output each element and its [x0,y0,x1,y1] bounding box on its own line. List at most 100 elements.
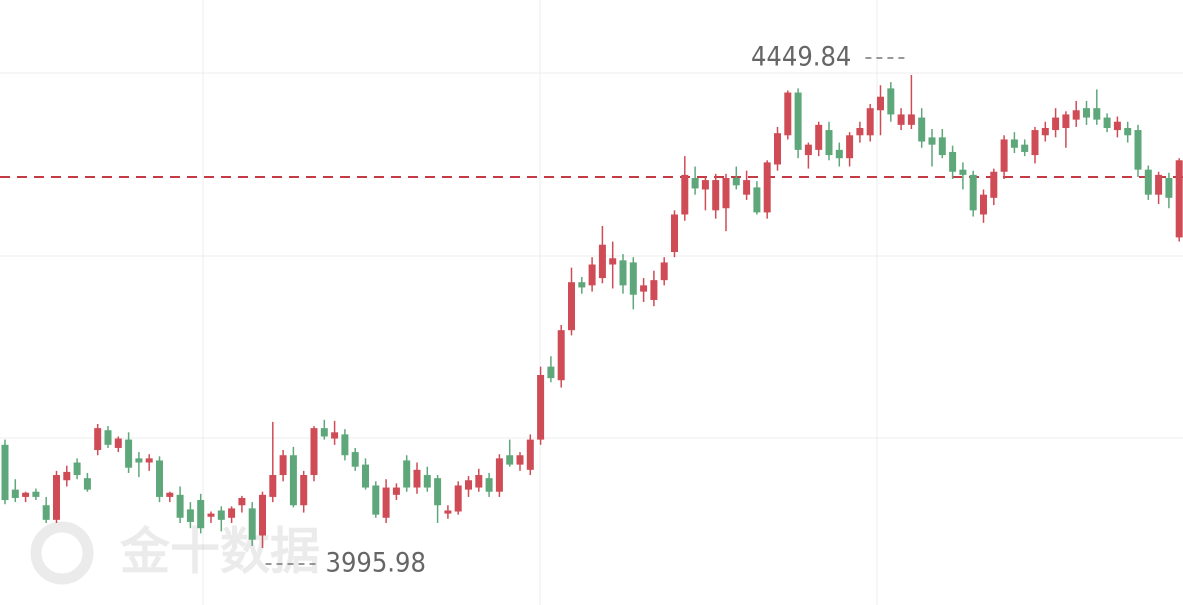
candle-body [454,485,462,512]
candle-body [866,108,874,136]
candle-body [362,464,369,488]
candle-body [763,162,771,213]
candle-body [1144,169,1152,195]
candle-body [743,180,751,195]
watermark: 金十数据 [30,521,320,585]
candle-body [969,174,977,211]
candle-body [1010,139,1018,148]
candle-body [125,439,133,468]
candle-body [1134,130,1142,170]
candle-body [691,178,699,189]
candle-body [341,434,349,456]
candle-body [423,475,431,488]
candle-body [1124,127,1132,136]
candle-body [259,494,266,536]
candle-body [1103,117,1111,128]
candle-body [217,510,225,520]
candle-body [1083,108,1090,118]
candle-body [887,88,895,115]
candle-body [94,428,102,451]
candle-body [516,455,524,465]
max-label: 4449.84 [751,41,851,72]
watermark-text: 金十数据 [120,523,320,581]
candle-body [1,444,9,501]
candle-body [104,430,112,445]
candle-body [506,455,514,465]
candle-body [537,374,545,440]
candle-body [63,471,71,481]
candle-body [351,452,359,467]
candle-body [846,135,854,159]
candle-body [444,510,452,514]
candle-body [269,475,277,497]
candle-body [722,178,730,209]
candle-body [1031,130,1039,156]
candle-body [598,244,606,279]
candle-body [83,478,91,490]
candle-body [794,92,802,150]
candle-body [114,438,122,448]
candle-body [897,114,905,125]
candle-body [73,462,81,476]
min-label: 3995.98 [326,548,426,579]
candle-body [289,455,297,506]
candle-body [403,460,411,488]
candle-body [928,137,936,145]
watermark-logo [30,521,94,585]
candle-body [197,500,205,529]
candle-body [547,366,555,379]
candle-body [495,458,503,492]
candle-body [732,178,740,186]
candle-body [681,174,689,215]
candle-body [1072,110,1080,120]
candle-body [465,480,472,490]
candle-body [938,137,946,156]
candle-body [248,508,256,540]
candle-body [1062,114,1070,128]
candle-body [774,133,781,165]
candle-body [32,491,40,497]
candle-body [578,282,586,288]
candle-body [1052,117,1060,131]
candle-body [434,478,442,506]
candle-body [382,487,390,518]
candle-body [588,264,596,286]
candle-body [207,513,215,517]
candle-body [804,144,812,156]
candle-body [990,171,998,198]
candle-body [372,485,380,515]
candle-body [877,96,884,111]
candle-body [1113,121,1121,131]
candle-body [609,258,617,265]
candle-body [980,194,987,215]
candle-body [22,492,30,497]
candle-body [712,180,720,211]
candle-body [320,428,328,437]
candle-body [238,497,246,506]
candle-body [1175,160,1183,238]
candle-body [279,455,287,476]
candle-body [1021,144,1029,152]
candle-body [176,494,184,518]
candle-body [475,475,483,488]
candle-body [53,475,60,520]
candle-body [331,432,339,439]
candle-body [135,458,143,463]
candle-body [413,469,421,488]
candle-body [11,489,19,498]
candle-body [1093,108,1101,120]
candle-body [640,285,648,292]
candle-body [959,169,967,175]
candle-body [42,505,50,520]
candle-body [166,492,174,497]
candle-body [300,475,308,506]
candle-body [784,92,792,136]
candle-body [1041,127,1049,136]
candle-body [568,282,575,331]
candle-body [1000,139,1008,172]
candle-body [949,151,957,172]
candle-body [907,114,915,125]
candle-body [485,478,493,492]
